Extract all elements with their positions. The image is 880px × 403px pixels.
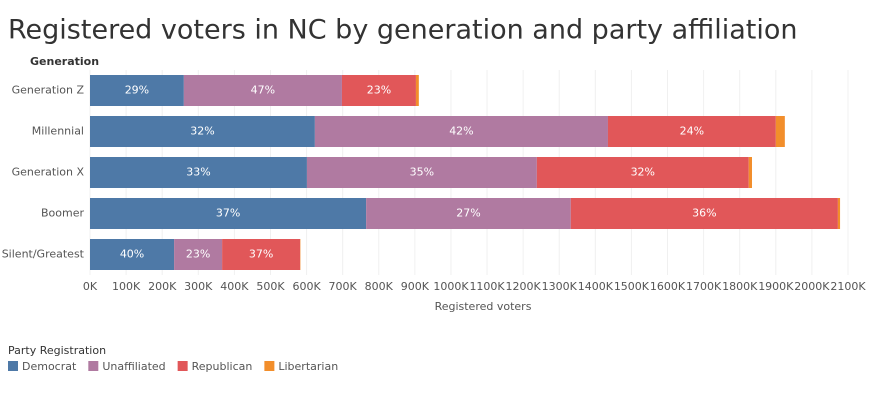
x-tick-label: 1400K [578,280,614,293]
data-label: 23% [367,84,391,97]
legend-swatch [264,361,275,371]
category-axis-title: Generation [30,55,99,68]
data-label: 37% [216,207,240,220]
bar-segment [415,75,419,106]
x-tick-label: 700K [329,280,358,293]
bar-segment [748,157,752,188]
data-label: 35% [410,166,434,179]
bar-segment [183,75,342,106]
bar-segment [90,198,367,229]
legend-label: Unaffiliated [102,360,165,373]
chart-title: Registered voters in NC by generation an… [8,15,798,46]
bar-segment [174,239,223,270]
x-tick-label: 2000K [794,280,830,293]
x-tick-label: 1000K [433,280,469,293]
bar-segment [90,157,307,188]
x-tick-label: 600K [292,280,321,293]
x-tick-label: 100K [112,280,141,293]
y-tick-label: Generation Z [12,84,85,97]
data-label: 29% [125,84,149,97]
data-label: 40% [120,248,144,261]
x-tick-label: 1200K [506,280,542,293]
legend-label: Republican [192,360,253,373]
legend-label: Libertarian [278,360,338,373]
data-label: 37% [249,248,273,261]
bar-segment [314,116,608,147]
x-tick-label: 1500K [614,280,650,293]
y-tick-label: Boomer [41,207,84,220]
x-tick-label: 900K [401,280,430,293]
bar-segment [306,157,537,188]
data-label: 33% [186,166,210,179]
y-tick-label: Millennial [32,125,84,138]
x-tick-label: 1900K [758,280,794,293]
x-tick-label: 1300K [542,280,578,293]
data-label: 27% [456,207,480,220]
x-tick-label: 400K [220,280,249,293]
data-label: 47% [251,84,275,97]
data-label: 32% [631,166,655,179]
bar-segment [341,75,416,106]
x-tick-label: 300K [184,280,213,293]
bar-segment [570,198,838,229]
bar-segment [90,116,315,147]
data-label: 23% [186,248,210,261]
bar-segment [366,198,571,229]
bar-segment [775,116,785,147]
legend-swatch [88,361,99,371]
data-label: 32% [190,125,214,138]
x-tick-label: 2100K [830,280,866,293]
x-tick-label: 500K [256,280,285,293]
x-tick-label: 1700K [686,280,722,293]
data-label: 42% [449,125,473,138]
data-label: 24% [680,125,704,138]
bar-segment [90,75,184,106]
legend-swatch [177,361,188,371]
x-tick-label: 200K [148,280,177,293]
x-tick-label: 1600K [650,280,686,293]
bar-segment [837,198,841,229]
x-tick-label: 0K [83,280,98,293]
y-tick-label: Generation X [12,166,85,179]
data-label: 36% [692,207,716,220]
bar-segment [90,239,175,270]
x-tick-label: 800K [365,280,394,293]
bar-segment [607,116,776,147]
x-tick-label: 1100K [469,280,505,293]
x-tick-label: 1800K [722,280,758,293]
legend-label: Democrat [22,360,77,373]
legend-swatch [8,361,18,371]
x-axis-title: Registered voters [435,300,532,313]
bar-segment [536,157,749,188]
y-tick-label: Silent/Greatest [2,248,85,261]
bar-segment [222,239,301,270]
legend-title: Party Registration [8,344,106,357]
